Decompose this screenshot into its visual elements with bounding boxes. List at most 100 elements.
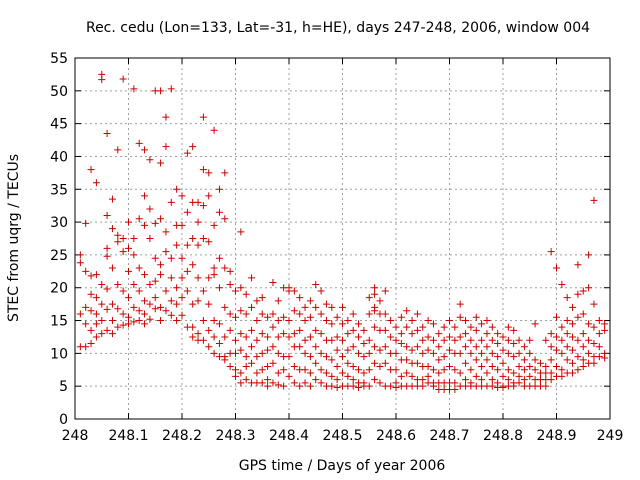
data-point [205,300,213,308]
data-point [478,336,486,344]
y-tick-label: 55 [50,51,68,67]
data-point [242,333,250,341]
data-point [424,372,432,380]
data-point [215,284,223,292]
data-point [296,326,304,334]
data-point [290,307,298,315]
data-point [146,235,154,242]
data-point [440,336,448,344]
data-point [141,271,149,279]
data-point [290,362,298,370]
data-point [215,254,223,262]
data-point [413,310,421,318]
data-point [162,228,170,236]
data-point [130,318,138,326]
data-point [504,336,512,344]
data-point [376,297,384,305]
data-point [237,369,245,377]
data-point [515,349,523,357]
data-point [392,366,400,374]
data-point [269,343,277,351]
data-point [237,307,245,315]
data-point [317,330,325,338]
x-tick-label: 248.1 [108,428,148,444]
data-point [483,369,491,377]
data-point [151,254,159,262]
data-point [408,346,416,354]
data-point [130,251,138,259]
data-point [285,353,293,361]
data-point [526,372,534,380]
data-point [381,310,389,318]
data-point [178,294,186,302]
data-point [92,294,100,302]
data-point [558,349,566,357]
x-tick-label: 248.5 [322,428,362,444]
data-point [82,303,90,311]
data-point [296,294,304,302]
data-point [365,382,373,390]
data-point [157,317,165,325]
data-point [226,362,234,370]
data-point [167,311,175,319]
data-point [424,333,432,341]
data-point [242,376,250,384]
data-point [76,310,84,318]
data-point [194,198,202,206]
data-point [467,349,475,357]
data-point [157,159,165,167]
data-point [108,317,116,325]
data-point [92,310,100,318]
data-point [467,366,475,374]
y-tick-label: 10 [50,346,68,362]
data-point [446,362,453,370]
data-point [290,330,298,338]
data-point [119,287,127,295]
data-point [579,330,587,338]
data-point [601,326,609,334]
y-axis-label: STEC from uqrg / TECUs [6,154,22,322]
data-point [306,297,314,305]
data-point [173,284,181,292]
data-point [547,356,555,364]
data-point [301,317,309,325]
data-point [178,254,186,262]
data-point [387,333,395,341]
data-point [125,320,132,328]
data-point [151,277,159,285]
data-point [424,346,432,354]
data-point [210,317,218,325]
data-point [162,287,170,295]
data-point [563,317,571,325]
data-point [141,320,149,328]
data-point [210,333,218,341]
data-point [451,366,459,374]
data-point [248,359,256,367]
data-point [199,235,207,242]
data-point [344,372,352,380]
data-point [119,235,127,242]
data-point [205,326,213,334]
data-point [258,349,266,357]
data-point [274,381,282,389]
data-point [451,379,459,387]
data-point [483,317,491,325]
data-point [403,369,411,377]
data-point [413,326,421,334]
data-point [210,271,218,279]
data-point [456,349,464,357]
data-point [472,356,480,364]
data-point [488,382,496,390]
data-point [130,280,138,288]
y-tick-label: 20 [50,281,68,297]
data-point [371,376,379,384]
data-point [579,356,587,364]
data-point [446,317,453,325]
data-point [125,294,132,302]
data-point [504,349,512,357]
data-point [232,372,239,380]
x-tick-label: 248.4 [269,428,309,444]
data-point [328,382,336,390]
data-point [306,382,314,390]
data-point [558,323,566,331]
